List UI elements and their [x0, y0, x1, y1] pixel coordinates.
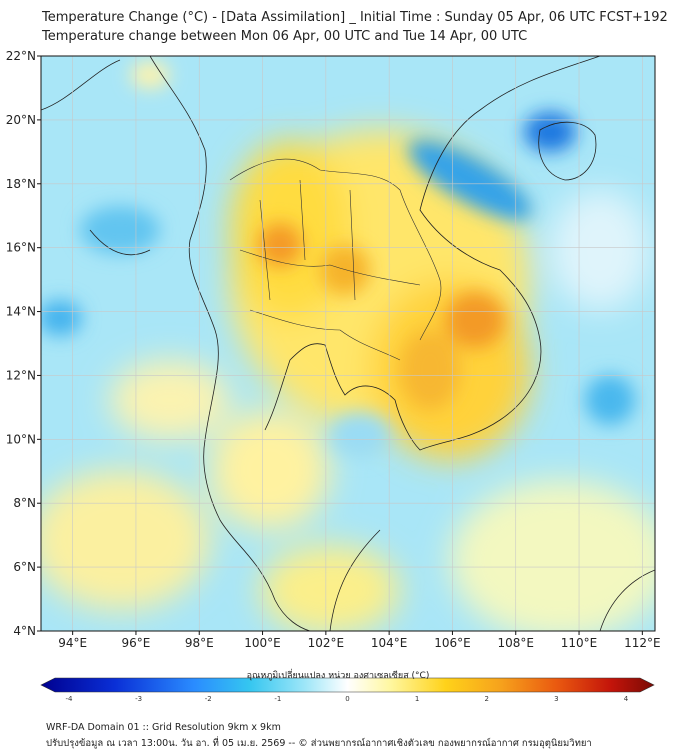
colorbar-tick-label: 2: [485, 695, 489, 703]
colorbar-tick-label: -2: [205, 695, 212, 703]
lon-tick-label: 102°E: [308, 636, 345, 650]
colorbar-tick-label: -1: [274, 695, 281, 703]
colorbar-title: อุณหภูมิเปลี่ยนแปลง หน่วย องศาเซลเซียส (…: [246, 671, 430, 681]
map-axes: 94°E 96°E 98°E 100°E 102°E 104°E 106°E 108°E 110…: [6, 49, 661, 650]
colorbar: -4 -3 -2 -1 0 1 2 3 4: [40, 677, 655, 703]
lat-tick-label: 14°N: [6, 305, 36, 319]
lon-tick-label: 112°E: [624, 636, 661, 650]
lon-tick-label: 104°E: [371, 636, 408, 650]
lon-tick-label: 100°E: [244, 636, 281, 650]
lon-tick-label: 110°E: [561, 636, 598, 650]
country-borders: [229, 158, 442, 361]
lon-tick-label: 106°E: [434, 636, 471, 650]
footer-line-credit: ปรับปรุงข้อมูล ณ เวลา 13:00น. วัน อา. ที…: [46, 738, 592, 749]
chart-title: Temperature Change (°C) - [Data Assimila…: [42, 10, 668, 25]
colorbar-tick-label: -3: [135, 695, 142, 703]
footer-line-model: WRF-DA Domain 01 :: Grid Resolution 9km …: [46, 722, 281, 733]
temperature-field: [41, 56, 655, 631]
lat-tick-label: 16°N: [6, 241, 36, 255]
lat-tick-label: 10°N: [6, 432, 36, 446]
colorbar-tick-label: 4: [624, 695, 629, 703]
lon-tick-label: 94°E: [58, 636, 87, 650]
lat-tick-label: 22°N: [6, 49, 36, 63]
lat-tick-label: 18°N: [6, 177, 36, 191]
coastlines: [41, 56, 655, 631]
colorbar-ramp: [40, 677, 655, 693]
chart-subtitle: Temperature change between Mon 06 Apr, 0…: [42, 29, 528, 44]
colorbar-ticks: -4 -3 -2 -1 0 1 2 3 4: [66, 695, 629, 703]
map-frame: [40, 55, 656, 632]
colorbar-tick-label: 1: [415, 695, 419, 703]
colorbar-tick-label: 3: [554, 695, 558, 703]
lat-tick-label: 12°N: [6, 368, 36, 382]
lon-tick-label: 96°E: [122, 636, 151, 650]
colorbar-tick-label: 0: [345, 695, 349, 703]
lat-tick-label: 4°N: [13, 624, 36, 638]
lon-tick-label: 98°E: [185, 636, 214, 650]
colorbar-tick-label: -4: [66, 695, 74, 703]
lat-tick-label: 8°N: [13, 496, 36, 510]
lon-tick-label: 108°E: [497, 636, 534, 650]
lat-tick-label: 6°N: [13, 560, 36, 574]
lat-tick-label: 20°N: [6, 113, 36, 127]
